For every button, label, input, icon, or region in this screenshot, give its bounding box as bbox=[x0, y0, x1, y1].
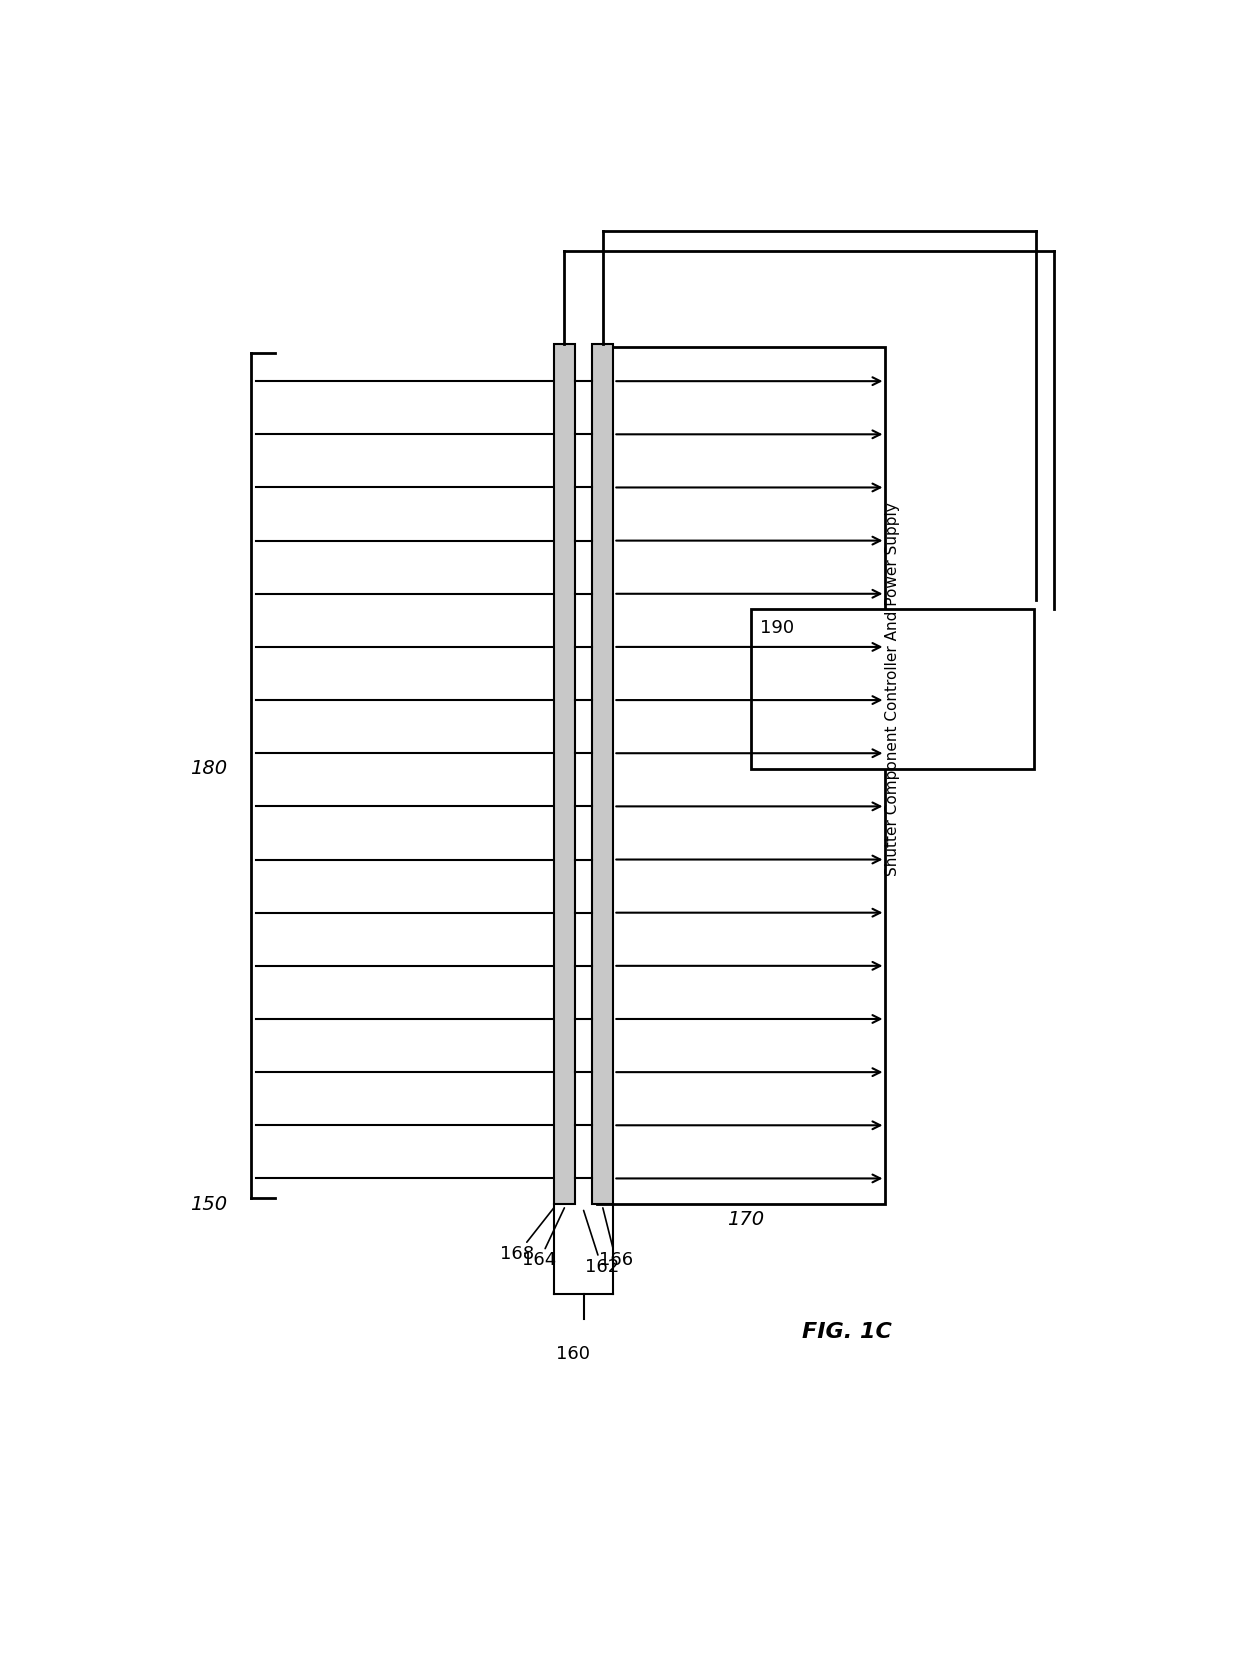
Text: Shutter Component Controller And Power Supply: Shutter Component Controller And Power S… bbox=[885, 502, 900, 876]
Bar bbox=[593, 344, 614, 1203]
Text: 164: 164 bbox=[522, 1208, 564, 1270]
Bar bbox=[751, 608, 1034, 770]
Text: 166: 166 bbox=[599, 1208, 634, 1270]
Text: 162: 162 bbox=[584, 1210, 619, 1276]
Text: 168: 168 bbox=[501, 1208, 554, 1263]
Text: 180: 180 bbox=[190, 760, 227, 778]
Text: 150: 150 bbox=[190, 1195, 227, 1213]
Text: 190: 190 bbox=[760, 620, 795, 637]
Bar bbox=[554, 344, 575, 1203]
Bar bbox=[596, 347, 885, 1203]
Text: FIG. 1C: FIG. 1C bbox=[802, 1321, 892, 1341]
Text: 170: 170 bbox=[727, 1210, 764, 1230]
Text: 160: 160 bbox=[556, 1345, 590, 1363]
